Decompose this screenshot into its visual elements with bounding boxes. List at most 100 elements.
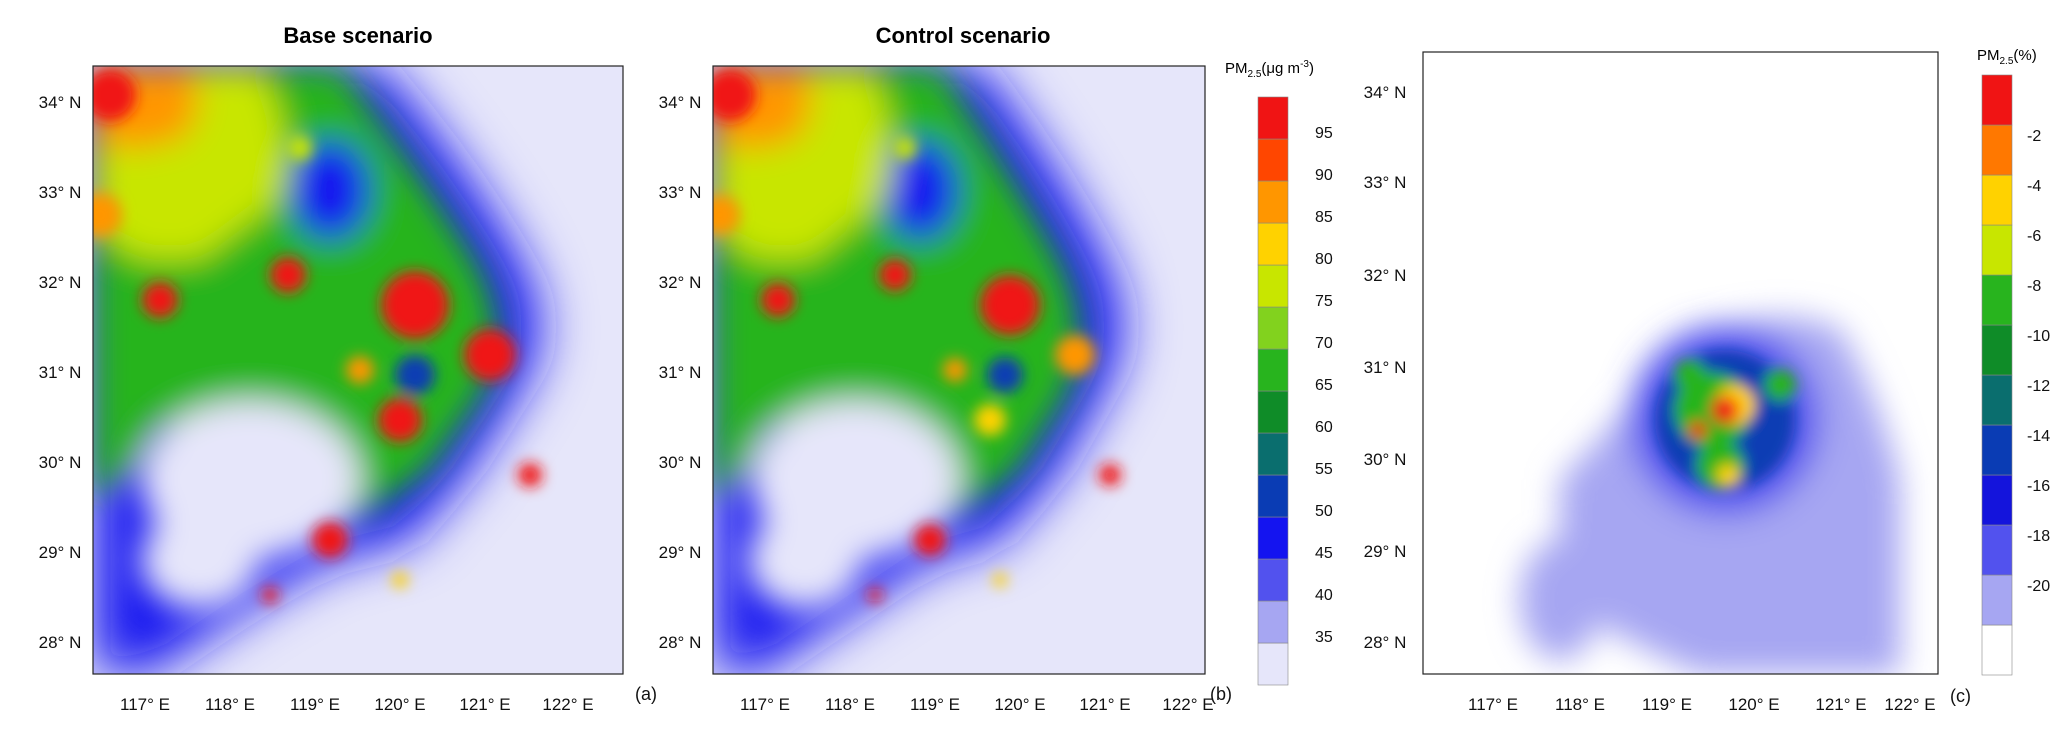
y-tick-label: 33° N [659,183,702,202]
colorbar-swatch [1981,324,2013,376]
colorbar-swatch [1981,124,2013,176]
x-tick-label: 119° E [290,695,340,714]
colorbar-swatch [1257,264,1289,308]
y-tick-label: 31° N [39,363,82,382]
colorbar-tick-label: -18 [2027,528,2050,545]
colorbar-swatch [1257,348,1289,392]
panel-b-title: Control scenario [876,23,1051,48]
colorbar-swatch [1981,174,2013,226]
colorbar-swatch [1981,524,2013,576]
panel-b-y-ticks: 34° N 33° N 32° N 31° N 30° N 29° N 28° … [659,93,702,652]
colorbar-swatch [1981,474,2013,526]
x-tick-label: 122° E [542,695,593,714]
y-tick-label: 28° N [659,633,702,652]
y-tick-label: 28° N [1364,633,1407,652]
colorbar-swatch [1257,474,1289,518]
colorbar-swatch [1981,624,2013,676]
y-tick-label: 29° N [1364,542,1407,561]
panel-c-field [1423,52,1938,674]
panel-b-label: (b) [1210,684,1232,704]
x-tick-label: 117° E [740,695,790,714]
colorbar-tick-label: -6 [2027,228,2041,245]
colorbar-swatch [1257,180,1289,224]
y-tick-label: 30° N [659,453,702,472]
panel-b-field [713,66,1205,674]
panel-a-label: (a) [635,684,657,704]
x-tick-label: 118° E [825,695,875,714]
x-tick-label: 122° E [1162,695,1213,714]
pm25-colorbar-labels: 95 90 85 80 75 70 65 60 55 50 45 40 35 [1315,125,1333,646]
x-tick-label: 119° E [910,695,960,714]
x-tick-label: 120° E [1728,695,1779,714]
colorbar-tick-label: 65 [1315,377,1333,394]
colorbar-swatch [1981,274,2013,326]
x-tick-label: 118° E [1555,695,1605,714]
colorbar-tick-label: 50 [1315,503,1333,520]
colorbar-tick-label: -10 [2027,328,2050,345]
pm25-colorbar-boxes [1257,96,1289,686]
panel-a-title: Base scenario [283,23,432,48]
colorbar-swatch [1981,74,2013,126]
colorbar-tick-label: 60 [1315,419,1333,436]
y-tick-label: 34° N [1364,83,1407,102]
x-tick-label: 120° E [374,695,425,714]
y-tick-label: 34° N [659,93,702,112]
colorbar-tick-label: -4 [2027,178,2041,195]
colorbar-swatch [1981,224,2013,276]
panel-a-base-scenario: Base scenario [39,23,657,714]
panel-c-x-ticks: 117° E 118° E 119° E 120° E 121° E 122° … [1468,695,1936,714]
x-tick-label: 118° E [205,695,255,714]
percent-colorbar-boxes [1981,74,2013,676]
y-tick-label: 29° N [659,543,702,562]
colorbar-swatch [1981,574,2013,626]
panel-b-control-scenario: Control scenario [659,23,1232,714]
colorbar-swatch [1257,642,1289,686]
panel-b-x-ticks: 117° E 118° E 119° E 120° E 121° E 122° … [740,695,1214,714]
y-tick-label: 33° N [39,183,82,202]
pm25-colorbar: PM2.5(μg m-3) 95 90 85 80 75 70 65 60 55… [1225,59,1333,686]
x-tick-label: 121° E [1815,695,1866,714]
colorbar-tick-label: 35 [1315,629,1333,646]
y-tick-label: 30° N [39,453,82,472]
y-tick-label: 32° N [39,273,82,292]
colorbar-tick-label: 70 [1315,335,1333,352]
panel-c-label: (c) [1950,686,1971,706]
y-tick-label: 32° N [659,273,702,292]
colorbar-tick-label: -14 [2027,428,2050,445]
colorbar-swatch [1257,138,1289,182]
y-tick-label: 34° N [39,93,82,112]
colorbar-tick-label: -16 [2027,478,2050,495]
colorbar-tick-label: 55 [1315,461,1333,478]
y-tick-label: 33° N [1364,173,1407,192]
y-tick-label: 28° N [39,633,82,652]
colorbar-swatch [1257,390,1289,434]
colorbar-swatch [1257,432,1289,476]
percent-colorbar-labels: -2 -4 -6 -8 -10 -12 -14 -16 -18 -20 [2027,128,2050,595]
y-tick-label: 31° N [1364,358,1407,377]
panel-c-percent-change: 34° N 33° N 32° N 31° N 30° N 29° N 28° … [1364,51,1971,714]
colorbar-tick-label: 90 [1315,167,1333,184]
panel-a-y-ticks: 34° N 33° N 32° N 31° N 30° N 29° N 28° … [39,93,82,652]
colorbar-swatch [1981,374,2013,426]
y-tick-label: 32° N [1364,266,1407,285]
colorbar-swatch [1257,306,1289,350]
colorbar-tick-label: 75 [1315,293,1333,310]
x-tick-label: 117° E [120,695,170,714]
colorbar-tick-label: 80 [1315,251,1333,268]
colorbar-tick-label: -8 [2027,278,2041,295]
colorbar-swatch [1257,516,1289,560]
percent-colorbar-title: PM2.5(%) [1977,47,2037,67]
colorbar-tick-label: 85 [1315,209,1333,226]
percent-colorbar: PM2.5(%) -2 -4 -6 -8 -10 -12 -14 -16 -18… [1977,47,2050,676]
colorbar-tick-label: 40 [1315,587,1333,604]
x-tick-label: 121° E [1079,695,1130,714]
y-tick-label: 30° N [1364,450,1407,469]
colorbar-tick-label: -12 [2027,378,2050,395]
x-tick-label: 122° E [1884,695,1935,714]
colorbar-tick-label: 45 [1315,545,1333,562]
y-tick-label: 29° N [39,543,82,562]
colorbar-tick-label: -20 [2027,578,2050,595]
x-tick-label: 121° E [459,695,510,714]
panel-a-x-ticks: 117° E 118° E 119° E 120° E 121° E 122° … [120,695,594,714]
x-tick-label: 120° E [994,695,1045,714]
